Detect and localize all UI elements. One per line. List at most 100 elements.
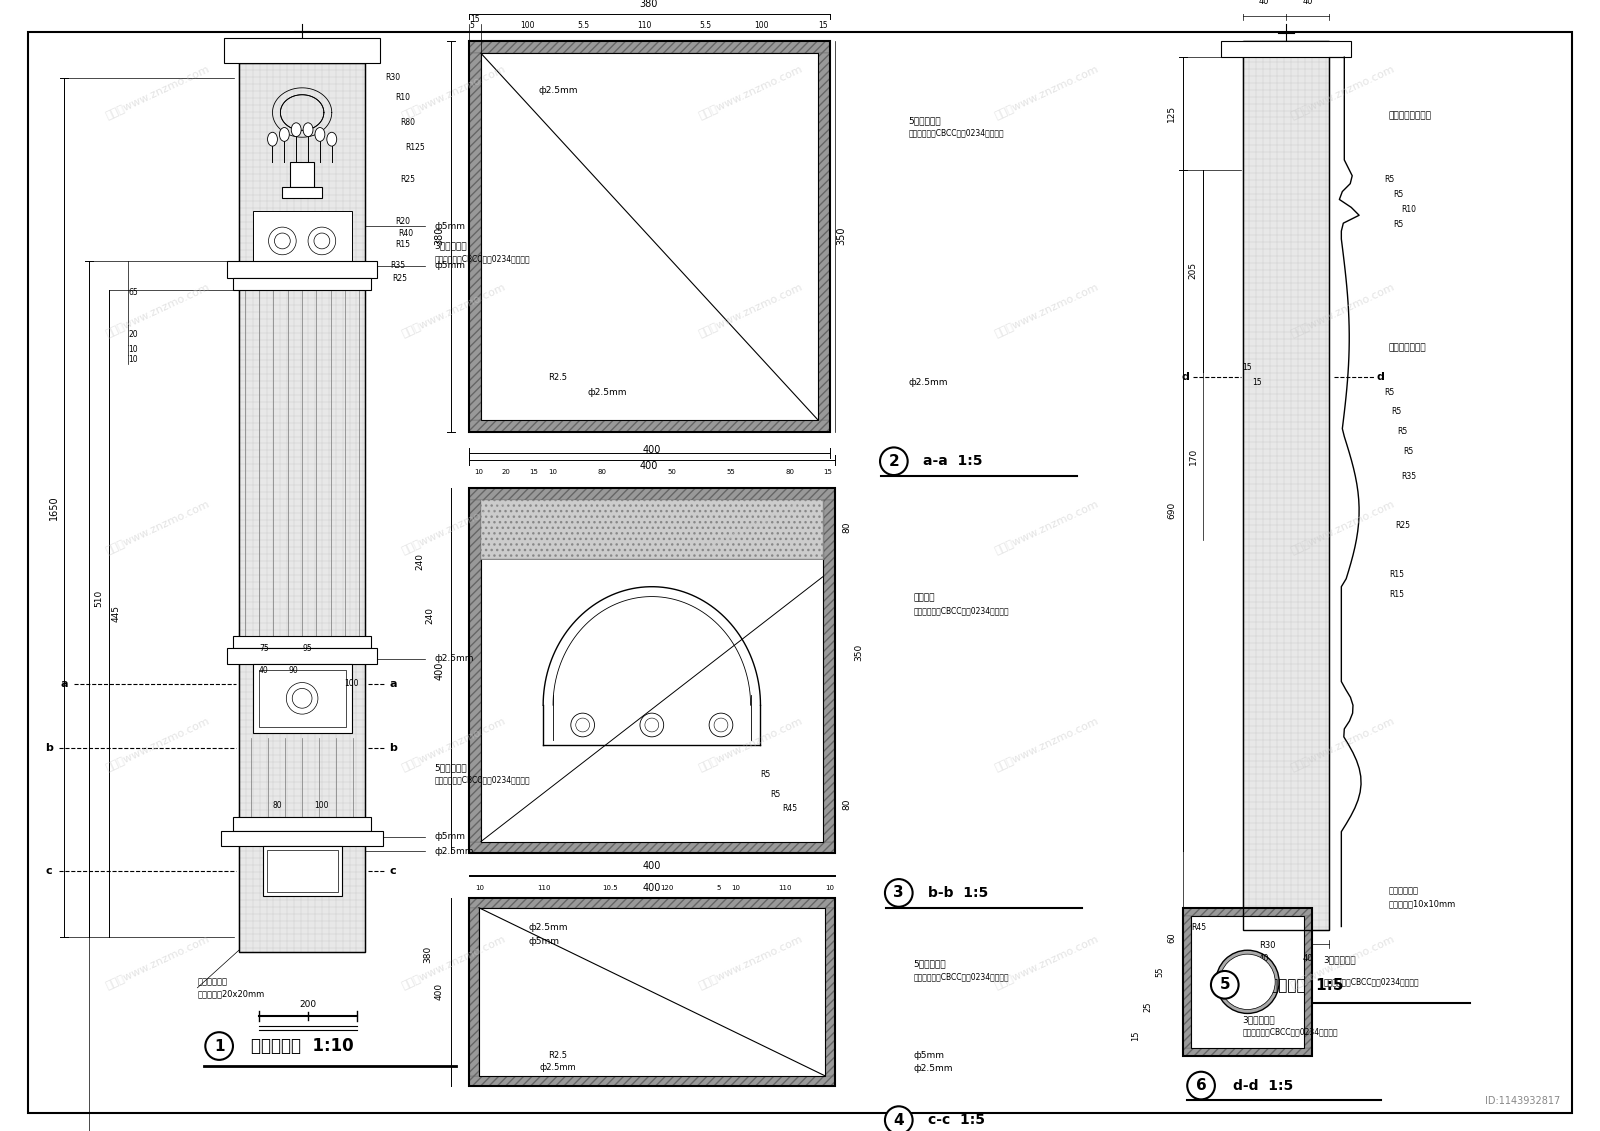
- Text: 15: 15: [1243, 363, 1253, 372]
- Text: 240: 240: [414, 553, 424, 570]
- Text: 知末网www.znzmo.com: 知末网www.znzmo.com: [698, 499, 805, 556]
- Bar: [253, 664, 352, 733]
- Text: 205: 205: [1189, 262, 1198, 279]
- Text: 网格大小：20x20mm: 网格大小：20x20mm: [197, 990, 264, 999]
- Text: ф2.5mm: ф2.5mm: [528, 923, 568, 932]
- Text: 80: 80: [272, 801, 282, 810]
- Text: 110: 110: [538, 884, 550, 891]
- Text: R15: R15: [1389, 590, 1403, 599]
- Text: 10: 10: [549, 469, 557, 475]
- Text: 面喷深咖色（CBCC编号0234）氟碳漆: 面喷深咖色（CBCC编号0234）氟碳漆: [1243, 1028, 1338, 1037]
- Bar: [469, 42, 830, 432]
- Text: R125: R125: [405, 143, 424, 152]
- Text: R10: R10: [395, 93, 410, 102]
- Text: 100: 100: [315, 801, 330, 810]
- Text: 知末网www.znzmo.com: 知末网www.znzmo.com: [994, 933, 1101, 991]
- Text: R30: R30: [386, 74, 400, 83]
- Text: 知末网www.znzmo.com: 知末网www.znzmo.com: [104, 716, 211, 774]
- Text: R45: R45: [1190, 923, 1206, 932]
- Text: 80: 80: [786, 469, 795, 475]
- Text: 知末网www.znzmo.com: 知末网www.znzmo.com: [400, 499, 507, 556]
- Text: R2.5: R2.5: [549, 373, 566, 382]
- Text: d-d  1:5: d-d 1:5: [1232, 1079, 1293, 1093]
- Text: 100: 100: [344, 679, 358, 688]
- Text: R5: R5: [1384, 175, 1394, 184]
- Ellipse shape: [280, 128, 290, 141]
- Bar: [1184, 908, 1312, 1056]
- Text: 380: 380: [422, 946, 432, 962]
- Text: 面喷深咖色（CBCC编号0234）氟碳漆: 面喷深咖色（CBCC编号0234）氟碳漆: [435, 254, 530, 264]
- Bar: [238, 63, 365, 952]
- Text: 690: 690: [1166, 502, 1176, 519]
- Text: R5: R5: [760, 770, 771, 779]
- Text: 6: 6: [1195, 1078, 1206, 1093]
- Text: b-b  1:5: b-b 1:5: [928, 886, 989, 900]
- Text: ф2.5mm: ф2.5mm: [435, 847, 474, 856]
- Text: 4: 4: [893, 1113, 904, 1128]
- Text: 120: 120: [659, 884, 674, 891]
- Text: 20: 20: [502, 469, 510, 475]
- Text: 350: 350: [837, 226, 846, 245]
- Text: 知末网www.znzmo.com: 知末网www.znzmo.com: [400, 282, 507, 338]
- Text: R25: R25: [400, 175, 414, 184]
- Bar: [1190, 916, 1304, 1048]
- Text: 1: 1: [214, 1038, 224, 1054]
- Text: 400: 400: [435, 662, 445, 680]
- Text: ID:1143932817: ID:1143932817: [1485, 1096, 1560, 1106]
- Bar: [1243, 42, 1330, 931]
- Text: 445: 445: [112, 605, 122, 622]
- Text: 200: 200: [299, 1000, 317, 1009]
- Circle shape: [880, 448, 907, 475]
- Text: 面喷深咖色（CBCC编号0234）氟碳漆: 面喷深咖色（CBCC编号0234）氟碳漆: [914, 606, 1010, 615]
- Text: 110: 110: [779, 884, 792, 891]
- Bar: [469, 1076, 835, 1086]
- Text: b: b: [389, 743, 397, 753]
- Ellipse shape: [302, 123, 314, 137]
- Text: 10: 10: [826, 884, 834, 891]
- Text: 知末网www.znzmo.com: 知末网www.znzmo.com: [1290, 64, 1397, 121]
- Text: 知末网www.znzmo.com: 知末网www.znzmo.com: [698, 716, 805, 774]
- Text: R35: R35: [1402, 472, 1416, 481]
- Text: （圆形横断面）: （圆形横断面）: [1389, 343, 1426, 352]
- Bar: [253, 211, 352, 270]
- Text: 3厚锻铁造型: 3厚锻铁造型: [435, 241, 467, 250]
- Text: 网格放线原点: 网格放线原点: [1389, 887, 1419, 896]
- Text: 10: 10: [475, 884, 485, 891]
- Text: 240: 240: [426, 607, 434, 624]
- Bar: [824, 908, 835, 1076]
- Text: 5厚锻铁造型: 5厚锻铁造型: [909, 116, 941, 124]
- Bar: [238, 63, 365, 952]
- Text: c-c  1:5: c-c 1:5: [928, 1113, 986, 1128]
- Bar: [482, 53, 818, 420]
- Text: 100: 100: [755, 21, 770, 31]
- Text: d: d: [1181, 372, 1189, 382]
- Text: R40: R40: [398, 228, 413, 238]
- Bar: [822, 500, 835, 841]
- Text: R25: R25: [392, 274, 406, 283]
- Text: 知末网www.znzmo.com: 知末网www.znzmo.com: [400, 716, 507, 774]
- Text: 知末网www.znzmo.com: 知末网www.znzmo.com: [1290, 716, 1397, 774]
- Text: （正方形横断面）: （正方形横断面）: [1389, 111, 1432, 120]
- Bar: [469, 420, 830, 432]
- Text: 5: 5: [1219, 977, 1230, 992]
- Bar: [469, 841, 835, 854]
- Text: 400: 400: [643, 446, 661, 456]
- Text: 10: 10: [128, 345, 138, 354]
- Text: 面喷深咖色（CBCC编号0234）氟碳漆: 面喷深咖色（CBCC编号0234）氟碳漆: [914, 972, 1010, 981]
- Ellipse shape: [291, 123, 301, 137]
- Text: 40: 40: [1302, 953, 1314, 962]
- Text: 面喷深咖色（CBCC编号0234）氟碳漆: 面喷深咖色（CBCC编号0234）氟碳漆: [435, 776, 530, 785]
- Text: 知末网www.znzmo.com: 知末网www.znzmo.com: [104, 933, 211, 991]
- Bar: [221, 830, 382, 846]
- Text: 网格放线原点: 网格放线原点: [197, 977, 227, 986]
- Bar: [482, 500, 822, 559]
- Text: 15: 15: [530, 469, 538, 475]
- Text: 知末网www.znzmo.com: 知末网www.znzmo.com: [400, 64, 507, 121]
- Text: ф2.5mm: ф2.5mm: [587, 388, 627, 397]
- Bar: [469, 42, 830, 53]
- Bar: [238, 63, 365, 952]
- Text: a-a  1:5: a-a 1:5: [923, 455, 982, 468]
- Bar: [259, 670, 346, 727]
- Text: 40: 40: [1259, 953, 1269, 962]
- Text: 知末网www.znzmo.com: 知末网www.znzmo.com: [104, 64, 211, 121]
